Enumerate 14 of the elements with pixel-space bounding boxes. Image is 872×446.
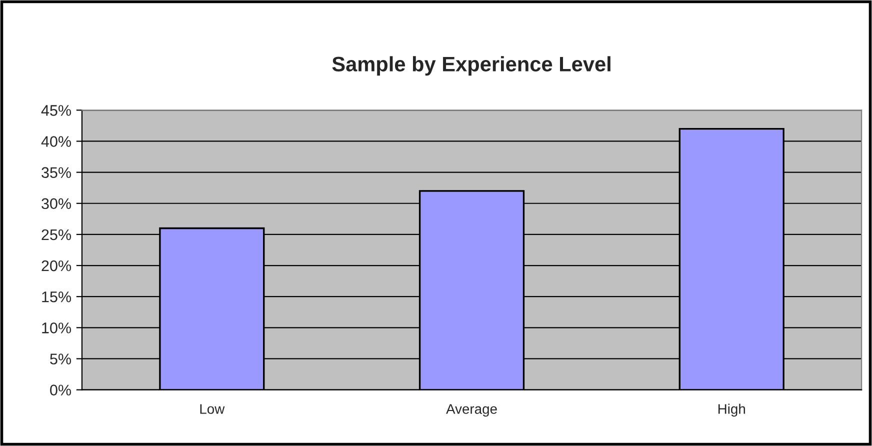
y-tick-label: 0% [50, 384, 72, 396]
x-tick-label: Average [446, 404, 497, 417]
y-tick-label: 25% [42, 229, 72, 240]
x-tick-label: Low [200, 404, 225, 414]
y-tick-label: 40% [41, 136, 72, 147]
chart-title: Sample by Experience Level [332, 56, 610, 76]
y-tick-label: 45% [41, 105, 72, 116]
y-tick-label: 15% [42, 292, 72, 302]
y-tick-label: 10% [42, 322, 72, 334]
y-tick-label: 30% [42, 198, 72, 210]
x-tick-label: High [718, 404, 745, 417]
y-tick-label: 20% [42, 260, 72, 272]
y-tick-label: 35% [42, 167, 72, 178]
y-tick-label: 5% [50, 354, 72, 364]
